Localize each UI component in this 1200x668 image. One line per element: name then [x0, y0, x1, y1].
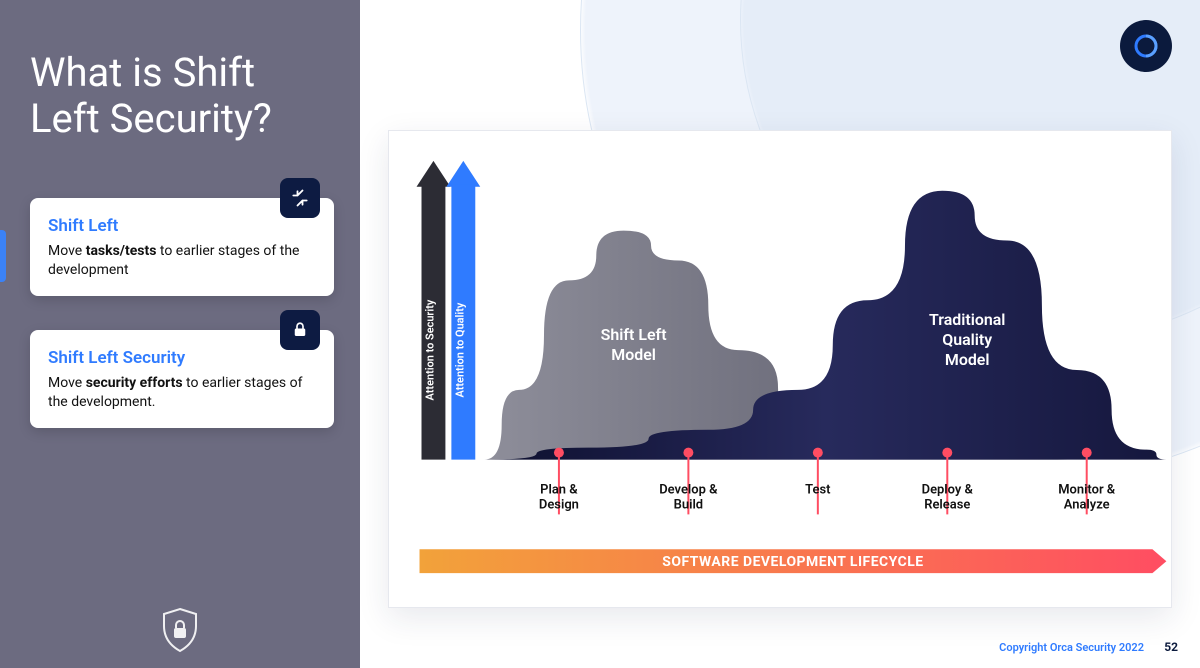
lifecycle-band: SOFTWARE DEVELOPMENT LIFECYCLE [420, 549, 1167, 573]
right-panel: Attention to Security Attention to Quali… [360, 0, 1200, 668]
orca-logo-icon [1120, 20, 1172, 72]
slide-title: What is Shift Left Security? [30, 50, 334, 142]
lock-icon [280, 310, 320, 350]
page-number: 52 [1164, 640, 1178, 654]
shield-lock-icon [159, 606, 201, 658]
chart-container: Attention to Security Attention to Quali… [388, 130, 1172, 608]
svg-text:Deploy &Release: Deploy &Release [922, 482, 974, 512]
card-heading: Shift Left [48, 216, 316, 236]
shift-left-chart: Attention to Security Attention to Quali… [389, 131, 1171, 607]
compress-icon [280, 178, 320, 218]
svg-text:Plan &Design: Plan &Design [539, 482, 579, 512]
arrow-attention-quality: Attention to Quality [446, 161, 480, 460]
accent-tab [0, 230, 6, 282]
svg-text:Attention to Security: Attention to Security [423, 299, 436, 400]
card-shift-left: Shift Left Move tasks/tests to earlier s… [30, 198, 334, 296]
svg-text:Develop &Build: Develop &Build [659, 482, 718, 512]
card-shift-left-security: Shift Left Security Move security effort… [30, 330, 334, 428]
copyright-text: Copyright Orca Security 2022 [999, 641, 1144, 654]
svg-text:Attention to Quality: Attention to Quality [453, 302, 466, 397]
svg-text:Monitor &Analyze: Monitor &Analyze [1058, 482, 1116, 512]
arrow-attention-security: Attention to Security [417, 161, 451, 460]
card-body: Move security efforts to earlier stages … [48, 374, 316, 412]
left-panel: What is Shift Left Security? Shift Left … [0, 0, 360, 668]
svg-text:SOFTWARE DEVELOPMENT LIFECYCLE: SOFTWARE DEVELOPMENT LIFECYCLE [662, 554, 923, 570]
card-heading: Shift Left Security [48, 348, 316, 368]
card-body: Move tasks/tests to earlier stages of th… [48, 242, 316, 280]
svg-text:Test: Test [805, 482, 831, 497]
